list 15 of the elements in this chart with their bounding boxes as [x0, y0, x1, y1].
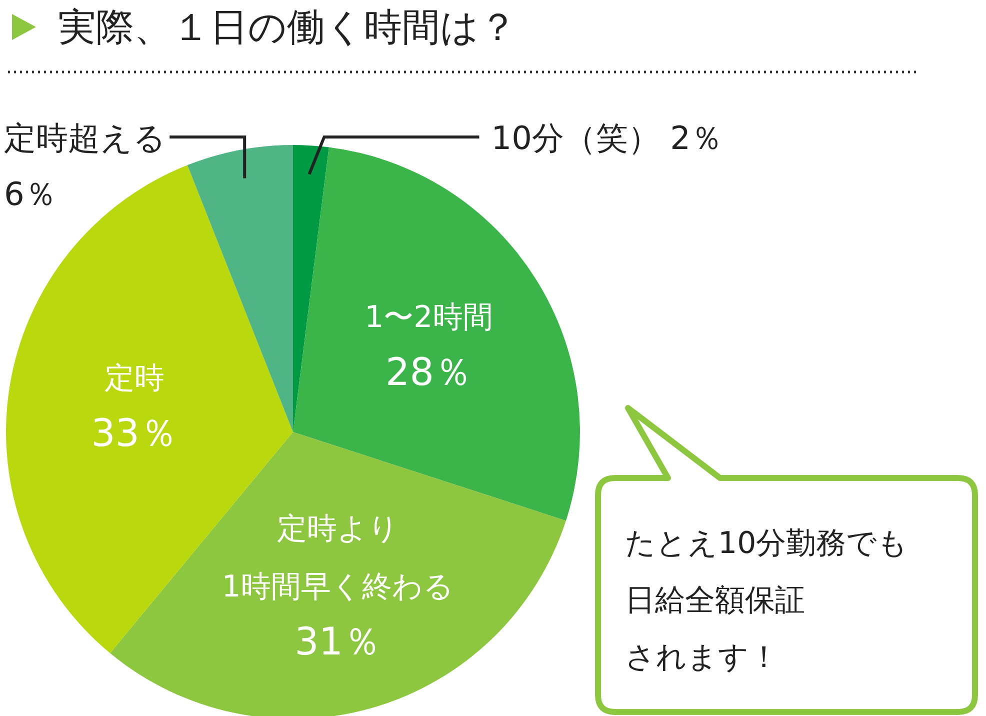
text: 日給全額保証 [625, 583, 805, 618]
slice-label: 定時超える [4, 119, 166, 157]
slice-label: 10分（笑） 2％ [491, 119, 722, 157]
slice-label: 1〜2時間 [364, 300, 493, 335]
text: されます！ [625, 640, 779, 675]
data-label: 28％ [386, 350, 472, 394]
data-label: 31％ [294, 619, 382, 664]
pie-slice [187, 145, 293, 432]
pie-slice [293, 145, 329, 432]
text: たとえ10分勤務でも [625, 526, 908, 561]
chart-title: 実際、１日の働く時間は？ [58, 5, 517, 49]
data-label: 33％ [91, 410, 178, 455]
slice-label: 定時より 1時間早く終わる [222, 511, 454, 604]
data-label: 6％ [4, 175, 56, 213]
slice-label: 定時 [104, 360, 164, 396]
